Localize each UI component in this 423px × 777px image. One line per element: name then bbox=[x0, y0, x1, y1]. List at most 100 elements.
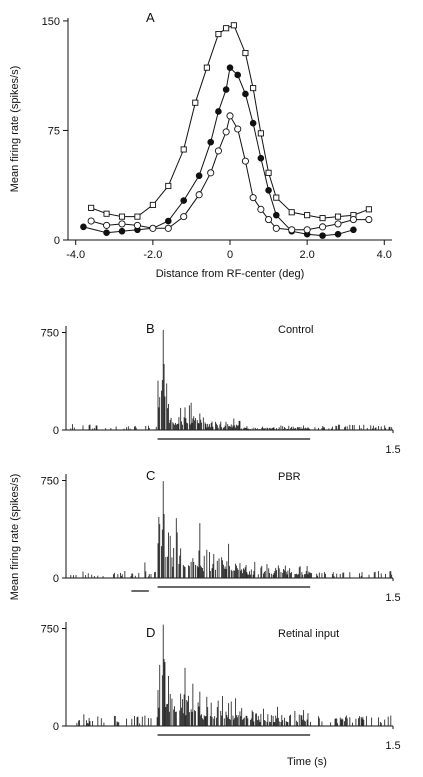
histogram-bar bbox=[131, 718, 133, 726]
histogram-bar bbox=[278, 568, 280, 578]
histogram-bar bbox=[168, 422, 170, 430]
histogram-bar bbox=[300, 715, 302, 726]
panel-a-point-filled-circle bbox=[265, 187, 272, 194]
histogram-bar bbox=[242, 573, 243, 578]
histogram-bar bbox=[193, 416, 195, 430]
histogram-bar bbox=[316, 573, 318, 578]
histogram-bar bbox=[198, 550, 200, 578]
histogram-bar bbox=[338, 424, 340, 430]
panel-d-y-tick-label: 750 bbox=[41, 624, 59, 636]
histogram-bar bbox=[163, 659, 165, 726]
histogram-bar bbox=[120, 576, 122, 578]
histogram-bar bbox=[191, 422, 193, 430]
histogram-bar bbox=[255, 427, 257, 430]
histogram-bar bbox=[260, 713, 262, 726]
histogram-bar bbox=[384, 425, 386, 430]
histogram-bar bbox=[91, 574, 93, 578]
histogram-bar bbox=[251, 428, 253, 430]
histogram-bar bbox=[249, 571, 250, 578]
panel-a-point-filled-circle bbox=[257, 154, 265, 162]
histogram-bar bbox=[294, 574, 296, 578]
histogram-bar bbox=[173, 709, 175, 726]
histogram-bar bbox=[391, 574, 393, 578]
histogram-bar bbox=[260, 567, 262, 578]
histogram-bar bbox=[289, 568, 291, 578]
histogram-bar bbox=[276, 570, 277, 578]
histogram-bar bbox=[339, 717, 341, 726]
histogram-bar bbox=[304, 574, 306, 578]
histogram-bar bbox=[232, 425, 234, 430]
histogram-bar bbox=[349, 572, 351, 578]
panel-a-point-filled-circle bbox=[226, 64, 234, 71]
histogram-bar bbox=[141, 716, 143, 726]
histogram-bar bbox=[248, 428, 250, 430]
histogram-bar bbox=[214, 716, 216, 726]
histogram-bar bbox=[304, 720, 305, 726]
histogram-bar bbox=[126, 718, 128, 726]
histogram-bar bbox=[148, 427, 150, 430]
histogram-bar bbox=[309, 428, 311, 430]
histogram-bar bbox=[174, 424, 175, 430]
panel-a-point-open-circle bbox=[133, 221, 141, 229]
histogram-bar bbox=[270, 428, 272, 430]
histogram-bar bbox=[236, 424, 237, 430]
histogram-bar bbox=[175, 424, 177, 430]
histogram-bar bbox=[378, 717, 380, 726]
histogram-bar bbox=[360, 427, 362, 430]
histogram-bar bbox=[277, 565, 279, 578]
panel-a-point-open-circle bbox=[257, 205, 265, 213]
histogram-bar bbox=[97, 575, 99, 578]
panel-c-bars bbox=[70, 481, 393, 578]
panel-a-point-open-circle bbox=[334, 220, 342, 228]
histogram-bar bbox=[240, 429, 242, 430]
histogram-bar bbox=[342, 719, 344, 726]
histogram-bar bbox=[346, 718, 348, 726]
histogram-bar bbox=[183, 566, 185, 578]
histogram-bar bbox=[267, 714, 269, 726]
histogram-bar bbox=[257, 574, 259, 578]
histogram-bar bbox=[284, 570, 285, 578]
histogram-bar bbox=[178, 564, 180, 578]
histogram-bar bbox=[338, 424, 339, 430]
histogram-bar bbox=[174, 706, 175, 726]
histogram-bar bbox=[92, 428, 94, 430]
histogram-bar bbox=[291, 429, 293, 430]
histogram-bar bbox=[180, 407, 182, 430]
histogram-bar bbox=[253, 427, 255, 430]
histogram-bar bbox=[229, 426, 230, 430]
histogram-bar bbox=[211, 421, 213, 430]
histogram-bar bbox=[135, 427, 137, 430]
histogram-bar bbox=[358, 425, 360, 430]
histogram-bar bbox=[203, 555, 205, 578]
panel-a-point-open-circle bbox=[149, 224, 157, 232]
histogram-bar bbox=[181, 707, 182, 726]
histogram-bar bbox=[278, 721, 280, 726]
histogram-bar bbox=[230, 701, 232, 726]
histogram-bar bbox=[147, 576, 149, 578]
histogram-bar bbox=[352, 722, 353, 726]
panel-c: C PBR 0 750 1.5 bbox=[41, 468, 401, 604]
histogram-bar bbox=[256, 429, 257, 430]
histogram-bar bbox=[277, 717, 279, 726]
histogram-bar bbox=[88, 425, 90, 430]
histogram-bar bbox=[255, 713, 257, 726]
histogram-bar bbox=[114, 716, 116, 726]
histogram-bar bbox=[223, 718, 225, 726]
histogram-bar bbox=[137, 716, 139, 726]
histogram-bar bbox=[219, 424, 221, 430]
histogram-bar bbox=[269, 427, 271, 430]
histogram-bar bbox=[196, 565, 198, 578]
histogram-bar bbox=[225, 421, 227, 430]
histogram-bar bbox=[127, 426, 129, 430]
histogram-bar bbox=[204, 716, 206, 726]
histogram-bar bbox=[256, 428, 258, 430]
histogram-bar bbox=[115, 426, 117, 430]
histogram-bar bbox=[303, 710, 305, 726]
panel-c-letter: C bbox=[146, 468, 155, 483]
histogram-bar bbox=[217, 427, 219, 430]
histogram-bar bbox=[269, 721, 271, 726]
histogram-bar bbox=[389, 571, 391, 578]
panel-a-point-open-square bbox=[265, 169, 272, 176]
histogram-bar bbox=[246, 572, 248, 578]
panel-a-point-filled-circle bbox=[180, 197, 188, 204]
